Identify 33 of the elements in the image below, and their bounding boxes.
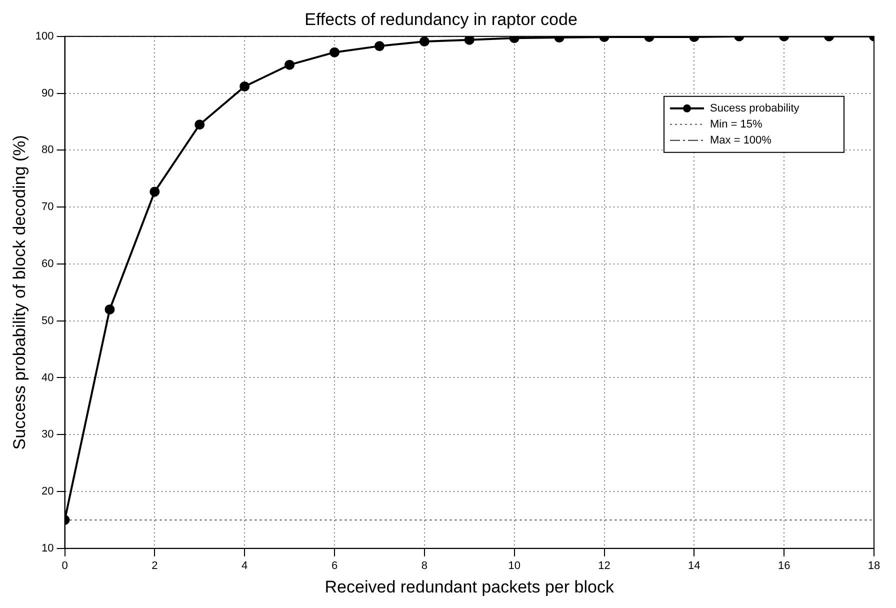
y-tick-label: 10: [42, 542, 54, 554]
y-tick-label: 60: [42, 258, 54, 270]
x-tick-label: 8: [421, 560, 428, 572]
x-tick-label: 16: [778, 560, 790, 572]
y-axis-title: Success probability of block decoding (%): [10, 135, 29, 450]
point: [509, 36, 520, 44]
legend-label: Max = 100%: [710, 134, 772, 146]
y-tick-label: 30: [42, 428, 54, 441]
point: [150, 186, 160, 197]
chart-title: Effects of redundancy in raptor code: [304, 10, 578, 29]
y-tick-label: 20: [42, 486, 54, 498]
point: [104, 304, 115, 314]
x-tick-label: 4: [242, 560, 248, 572]
x-tick-label: 2: [152, 560, 158, 572]
legend-label: Min = 15%: [710, 118, 762, 130]
point: [194, 120, 205, 130]
x-tick-label: 6: [331, 560, 338, 572]
y-tick-label: 70: [42, 201, 54, 214]
point: [374, 41, 384, 52]
y-tick-label: 80: [42, 144, 54, 156]
x-tick-label: 18: [868, 560, 880, 572]
x-axis-title: Received redundant packets per block: [324, 577, 614, 596]
legend-label: Sucess probability: [710, 102, 800, 114]
x-tick-label: 14: [688, 560, 700, 572]
point: [419, 36, 430, 47]
x-tick-label: 12: [598, 560, 610, 572]
point: [464, 36, 474, 45]
y-tick-label: 40: [42, 372, 54, 384]
x-tick-label: 10: [508, 560, 520, 572]
y-tick-label: 90: [42, 87, 54, 100]
y-tick-label: 100: [35, 30, 54, 42]
x-tick-label: 0: [62, 560, 68, 572]
y-tick-label: 50: [42, 314, 54, 327]
